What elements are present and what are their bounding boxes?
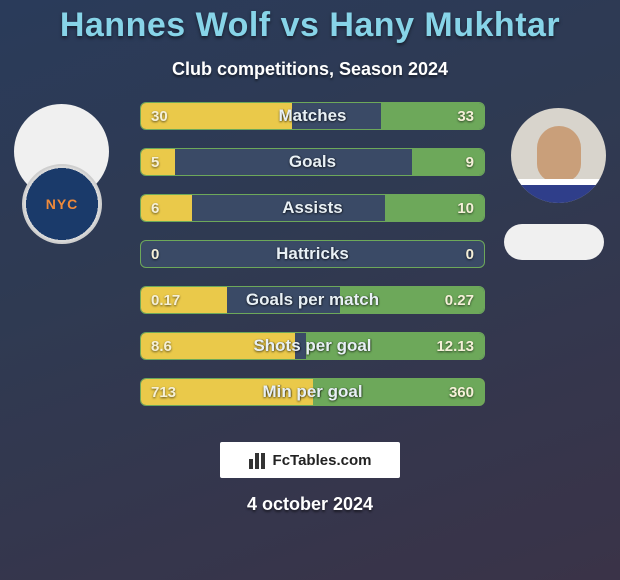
stat-bar-left-fill — [141, 149, 175, 175]
stat-row: 713360Min per goal — [140, 378, 485, 406]
brand-badge: FcTables.com — [220, 442, 400, 478]
player-right-avatar — [511, 108, 606, 203]
brand-text: FcTables.com — [273, 452, 372, 469]
comparison-card: Hannes Wolf vs Hany Mukhtar Club competi… — [0, 0, 620, 580]
stat-row: 3033Matches — [140, 102, 485, 130]
stat-bar-left-fill — [141, 103, 292, 129]
stat-bar-left-fill — [141, 195, 192, 221]
brand-icon — [249, 451, 267, 469]
stat-row: 610Assists — [140, 194, 485, 222]
stat-bar-left-fill — [141, 287, 227, 313]
stat-bar-left-fill — [141, 333, 295, 359]
stat-row: 8.612.13Shots per goal — [140, 332, 485, 360]
subtitle: Club competitions, Season 2024 — [0, 59, 620, 80]
stat-bar-right-fill — [313, 379, 485, 405]
player-right-club-badge — [504, 224, 604, 260]
player-left-club-badge — [22, 164, 102, 244]
stat-bar-right-fill — [340, 287, 484, 313]
stat-row: 0.170.27Goals per match — [140, 286, 485, 314]
stat-row: 59Goals — [140, 148, 485, 176]
stat-value-left: 0 — [151, 241, 159, 267]
stat-bar-right-fill — [306, 333, 484, 359]
stat-bars: 3033Matches59Goals610Assists00Hattricks0… — [140, 102, 485, 424]
stat-row: 0 0Hattricks — [140, 240, 485, 268]
date-label: 4 october 2024 — [0, 494, 620, 515]
stat-value-right: 0 — [466, 241, 474, 267]
stat-bar-right-fill — [385, 195, 484, 221]
stat-label: Hattricks — [141, 241, 484, 267]
page-title: Hannes Wolf vs Hany Mukhtar — [0, 6, 620, 45]
comparison-body: 3033Matches59Goals610Assists00Hattricks0… — [0, 102, 620, 432]
stat-bar-right-fill — [412, 149, 484, 175]
stat-bar-right-fill — [381, 103, 484, 129]
